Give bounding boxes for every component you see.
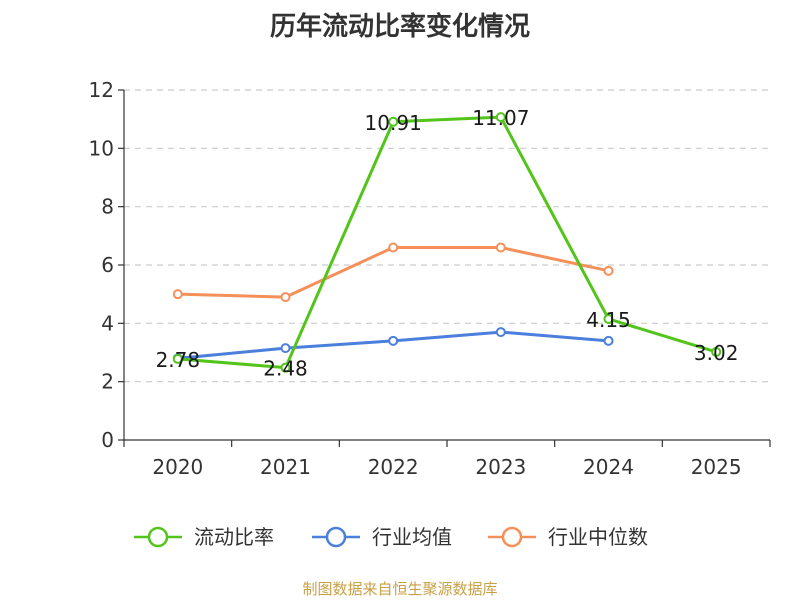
legend-label: 流动比率 (194, 525, 274, 549)
data-label: 2.78 (156, 348, 201, 372)
series-lines (172, 112, 722, 373)
data-label: 11.07 (472, 106, 529, 130)
y-tick-label: 0 (101, 428, 114, 452)
y-tick-label: 10 (89, 136, 114, 160)
data-point-2 (388, 242, 399, 253)
data-point-2 (603, 265, 614, 276)
chart-title: 历年流动比率变化情况 (269, 12, 530, 42)
data-point-0 (172, 353, 183, 364)
data-point-1 (388, 335, 399, 346)
x-tick-label: 2025 (691, 455, 742, 479)
x-tick-label: 2024 (583, 455, 634, 479)
data-point-1 (603, 335, 614, 346)
y-tick-label: 4 (101, 311, 114, 335)
legend-marker (501, 526, 523, 548)
y-tick-label: 8 (101, 195, 114, 219)
data-point-2 (172, 289, 183, 300)
legend: 流动比率 行业均值 行业中位数 (134, 525, 648, 549)
x-tick-label: 2021 (260, 455, 311, 479)
y-tick-label: 6 (101, 253, 114, 277)
data-point-2 (495, 242, 506, 253)
axes: 0 2 4 6 8 10 12 2020 2021 2022 2023 2024 2025 (89, 78, 771, 479)
legend-label: 行业均值 (372, 525, 452, 549)
data-point-1 (280, 343, 291, 354)
series-line-0 (177, 115, 717, 370)
data-point-0 (603, 313, 614, 324)
data-label: 3.02 (694, 341, 739, 365)
data-label: 10.91 (365, 111, 422, 135)
data-point-0 (495, 112, 506, 123)
legend-label: 行业中位数 (548, 525, 648, 549)
series-line-2 (177, 246, 609, 299)
data-point-0 (280, 362, 291, 373)
data-point-0 (711, 346, 722, 357)
data-label: 2.48 (263, 357, 308, 381)
data-labels: 2.78 2.48 10.91 11.07 4.15 3.02 (156, 106, 739, 381)
x-tick-label: 2020 (152, 455, 203, 479)
data-point-0 (388, 116, 399, 127)
x-tick-label: 2022 (368, 455, 419, 479)
y-tick-label: 12 (89, 78, 114, 102)
grid-lines (124, 89, 770, 383)
source-note: 制图数据来自恒生聚源数据库 (302, 580, 498, 598)
data-label: 4.15 (586, 308, 631, 332)
data-point-1 (495, 327, 506, 338)
data-point-2 (280, 292, 291, 303)
legend-marker (147, 526, 169, 548)
x-tick-label: 2023 (475, 455, 526, 479)
legend-marker (325, 526, 347, 548)
y-tick-label: 2 (101, 370, 114, 394)
